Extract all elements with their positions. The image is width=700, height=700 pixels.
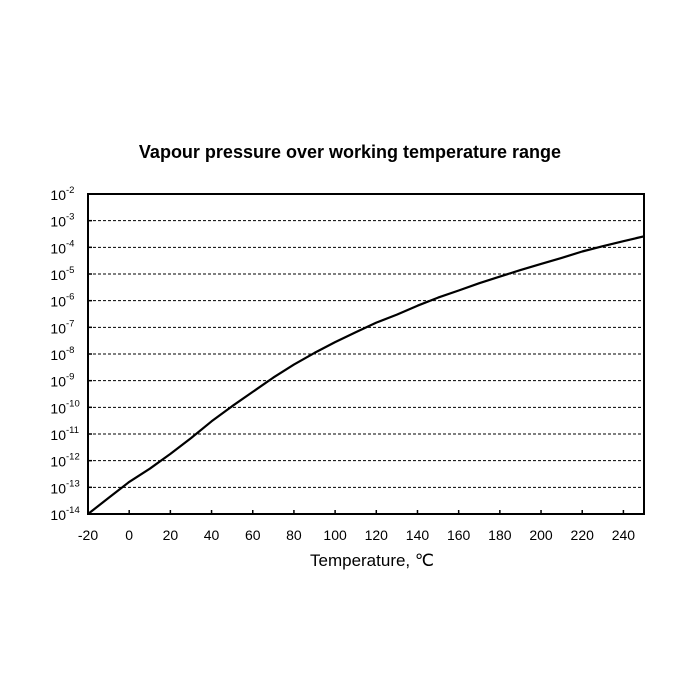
y-tick-exponent: -10 [66, 398, 80, 409]
grid-layer [88, 193, 644, 515]
y-tick-exponent: -6 [66, 292, 74, 303]
x-tick-label: 240 [612, 527, 636, 543]
y-tick-exponent: -5 [66, 265, 74, 276]
y-tick-exponent: -3 [66, 212, 74, 223]
x-tick-label: 160 [447, 527, 471, 543]
vapour-pressure-line [87, 235, 645, 515]
x-tick-label: 0 [125, 527, 133, 543]
y-tick-exponent: -11 [66, 425, 79, 436]
y-tick-exponent: -9 [66, 372, 74, 383]
y-tick-label: 10 [50, 267, 66, 283]
y-tick-label: 10 [50, 507, 66, 523]
y-tick-label: 10 [50, 427, 66, 443]
x-tick-label: 100 [323, 527, 347, 543]
y-tick-label: 10 [50, 374, 66, 390]
y-tick-exponent: -12 [66, 452, 80, 463]
y-tick-label: 10 [50, 187, 66, 203]
y-tick-exponent: -8 [66, 345, 74, 356]
y-tick-exponent: -14 [66, 505, 80, 516]
y-tick-label: 10 [50, 480, 66, 496]
y-tick-exponent: -2 [66, 185, 74, 196]
x-tick-label: -20 [78, 527, 98, 543]
y-tick-labels: 10-210-310-410-510-610-710-810-910 -1010-… [50, 185, 79, 523]
x-tick-label: 200 [529, 527, 553, 543]
y-tick-exponent: -13 [66, 478, 80, 489]
x-tick-label: 20 [163, 527, 179, 543]
y-tick-label: 10 [50, 214, 66, 230]
x-tick-label: 140 [406, 527, 430, 543]
plot-frame [87, 193, 645, 515]
y-tick-label: 10 [50, 320, 66, 336]
x-axis-label: Temperature, ℃ [310, 551, 434, 570]
y-tick-label: 10 [50, 454, 66, 470]
x-tick-labels: -20 0 20 40 60 80 100 120 140 160 180 200 220 240 [78, 510, 635, 543]
x-tick-label: 220 [571, 527, 595, 543]
y-tick-label: 10 [50, 240, 66, 256]
y-tick-exponent: -4 [66, 238, 74, 249]
y-tick-label: 10 [50, 347, 66, 363]
y-tick-label: 10 [50, 400, 66, 416]
y-tick-label: 10 [50, 294, 66, 310]
chart-title: Vapour pressure over working temperature… [138, 142, 562, 162]
x-tick-label: 180 [488, 527, 512, 543]
x-tick-label: 60 [245, 527, 261, 543]
x-tick-label: 80 [286, 527, 302, 543]
x-tick-label: 120 [365, 527, 389, 543]
y-tick-exponent: -7 [66, 318, 74, 329]
x-tick-label: 40 [204, 527, 220, 543]
